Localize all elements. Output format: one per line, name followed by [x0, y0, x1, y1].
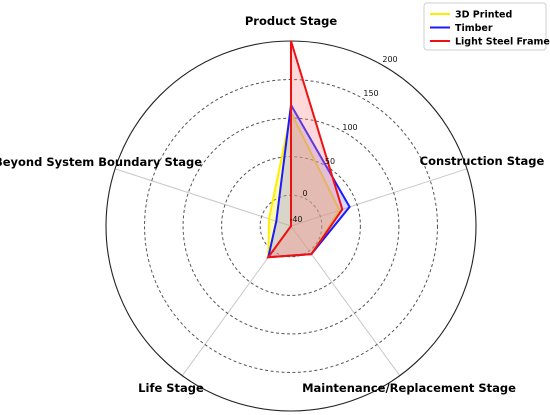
axis-label: Life Stage	[138, 381, 204, 395]
r-tick-label: 200	[382, 55, 397, 64]
radial-gridline	[114, 168, 292, 227]
label-layer: -40 0 50 100 150 200 Product Stage Construction…	[0, 14, 545, 395]
axis-label: Maintenance/Replacement Stage	[302, 381, 516, 395]
axis-label: Product Stage	[245, 14, 338, 28]
legend-label: Light Steel Frame	[455, 37, 550, 48]
r-tick-label: 150	[363, 89, 378, 98]
r-tick-label: 50	[325, 157, 335, 166]
legend-box	[423, 2, 547, 51]
legend-label: 3D Printed	[455, 10, 512, 21]
legend: 3D Printed Timber Light Steel Frame	[423, 2, 550, 51]
axis-label: Construction Stage	[420, 154, 545, 168]
r-tick-label: 0	[302, 189, 307, 198]
r-tick-label: 100	[342, 123, 357, 132]
legend-label: Timber	[455, 23, 493, 34]
series-layer	[266, 40, 351, 259]
axis-label: Beyond System Boundary Stage	[0, 155, 202, 169]
series-light-steel-frame	[266, 40, 344, 259]
r-tick-label: -40	[289, 215, 302, 224]
